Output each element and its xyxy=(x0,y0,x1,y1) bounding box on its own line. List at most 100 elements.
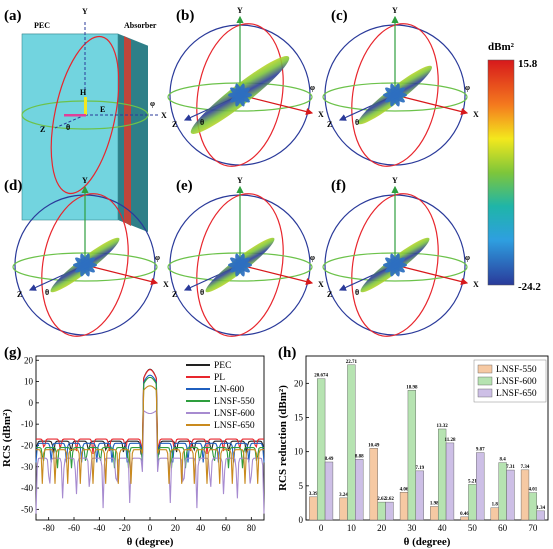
x-tick-label: 50 xyxy=(468,523,478,533)
z-axis-label: Z xyxy=(172,120,177,129)
rcs-plot-frame xyxy=(35,355,265,521)
reduction-bar xyxy=(536,510,545,521)
reduction-legend: LNSF-550 LNSF-600 LNSF-650 xyxy=(473,359,547,403)
reduction-bar xyxy=(385,501,394,521)
phi-label: φ xyxy=(155,253,160,262)
bar-value-label: 8.4 xyxy=(500,458,507,463)
x-tick-label: -40 xyxy=(93,523,105,533)
y-tick-label: 15 xyxy=(294,413,304,423)
blue-ring xyxy=(169,24,311,166)
legend-label: LNSF-600 xyxy=(496,377,537,387)
x-axis-label: X xyxy=(473,110,479,119)
bar-value-label: 7.19 xyxy=(415,466,424,471)
y-tick-label: -30 xyxy=(21,462,33,472)
red-ring xyxy=(351,23,439,167)
panel-c: (c) Y X Z θ φ xyxy=(322,6,479,167)
x-tick-label: 40 xyxy=(196,523,206,533)
rcs-xlabel: θ (degree) xyxy=(127,536,174,548)
x-axis-arrow xyxy=(84,264,159,286)
x-axis-label: X xyxy=(318,280,324,289)
reduction-bar xyxy=(347,364,356,521)
reduction-bar xyxy=(316,378,326,521)
legend-label: LNSF-550 xyxy=(496,365,537,375)
rcs-series-line xyxy=(36,376,264,469)
bar-value-label: 8.49 xyxy=(325,457,334,462)
red-ring xyxy=(351,193,439,337)
theta-label: θ xyxy=(200,288,204,297)
a-x-label: X xyxy=(161,111,167,120)
colorbar-unit: dBm² xyxy=(488,41,515,53)
bar-value-label: 20.674 xyxy=(314,374,328,379)
red-ring xyxy=(196,23,284,167)
reduction-bar xyxy=(498,462,507,521)
side-lobe xyxy=(385,257,405,273)
side-lobe xyxy=(75,257,95,273)
theta-label: θ xyxy=(355,118,359,127)
blue-ring xyxy=(169,194,311,336)
blue-ring xyxy=(324,24,466,166)
bar-value-label: 7.34 xyxy=(521,465,530,470)
legend-label: PL xyxy=(214,373,225,383)
h-field-arrow xyxy=(84,97,87,115)
legend-label: LNSF-600 xyxy=(214,409,255,419)
y-tick-label: 0 xyxy=(29,398,34,408)
panel-e-label: (e) xyxy=(176,178,193,194)
e-field-arrow xyxy=(64,114,86,117)
pec-label: PEC xyxy=(34,21,50,30)
rcs-lines xyxy=(35,368,265,514)
y-axis-label: Y xyxy=(237,6,243,15)
bar-value-label: 1.34 xyxy=(536,506,545,511)
phi-label: φ xyxy=(465,253,470,262)
reduction-plot-frame xyxy=(305,355,549,521)
reduction-bar xyxy=(520,469,530,521)
a-z-label: Z xyxy=(40,125,45,134)
absorber-side xyxy=(118,34,148,232)
reduction-bar xyxy=(476,452,485,521)
theta-label: θ xyxy=(45,288,49,297)
bar-value-label: 11.28 xyxy=(444,438,455,443)
y-tick-label: 20 xyxy=(294,378,304,388)
theta-label: θ xyxy=(355,288,359,297)
red-ring xyxy=(41,193,129,337)
bar-value-label: 0.46 xyxy=(460,512,469,517)
x-tick-label: 70 xyxy=(528,523,538,533)
reduction-bar xyxy=(309,496,318,521)
panel-d: (d) Y X Z θ φ xyxy=(4,176,169,337)
blue-ring xyxy=(324,194,466,336)
y-tick-label: 20 xyxy=(24,355,34,365)
h-label: H xyxy=(80,88,87,97)
x-tick-label: 20 xyxy=(377,523,387,533)
a-theta-label: θ xyxy=(66,123,70,132)
panel-h-label: (h) xyxy=(278,345,296,361)
pec-layer xyxy=(124,36,131,226)
rcs-series-line xyxy=(35,374,265,463)
colorbar-gradient xyxy=(487,59,515,286)
absorber-label: Absorber xyxy=(124,21,157,30)
rcs-ticks: -80 -60 -40 -20 0 20 40 60 80 20 10 0 -10 -20 -30 -40 -5… xyxy=(21,355,256,533)
y-tick-label: -50 xyxy=(21,504,33,514)
x-axis-label: X xyxy=(318,110,324,119)
legend-swatch xyxy=(477,376,493,386)
bar-value-label: 13.32 xyxy=(437,424,449,429)
reduction-bar xyxy=(399,492,409,521)
x-tick-label: -60 xyxy=(68,523,80,533)
reduction-bar xyxy=(324,461,334,521)
side-lobe xyxy=(230,257,250,273)
x-axis-label: X xyxy=(163,280,169,289)
reduction-bar xyxy=(468,484,477,521)
bar-value-label: 18.98 xyxy=(406,385,418,390)
reduction-bar xyxy=(460,516,469,521)
side-lobe xyxy=(230,87,250,103)
legend-label: LNSF-650 xyxy=(496,389,537,399)
bar-value-label: 5.21 xyxy=(468,479,477,484)
reduction-bar xyxy=(355,459,364,521)
z-axis-label: Z xyxy=(327,120,332,129)
y-tick-label: 10 xyxy=(24,377,34,387)
panel-c-label: (c) xyxy=(331,8,348,24)
x-tick-label: -80 xyxy=(43,523,55,533)
y-tick-label: 5 xyxy=(299,481,304,491)
y-tick-label: -20 xyxy=(21,440,33,450)
x-tick-label: 30 xyxy=(407,523,417,533)
x-axis-label: X xyxy=(473,280,479,289)
a-theta-ring xyxy=(50,35,120,195)
